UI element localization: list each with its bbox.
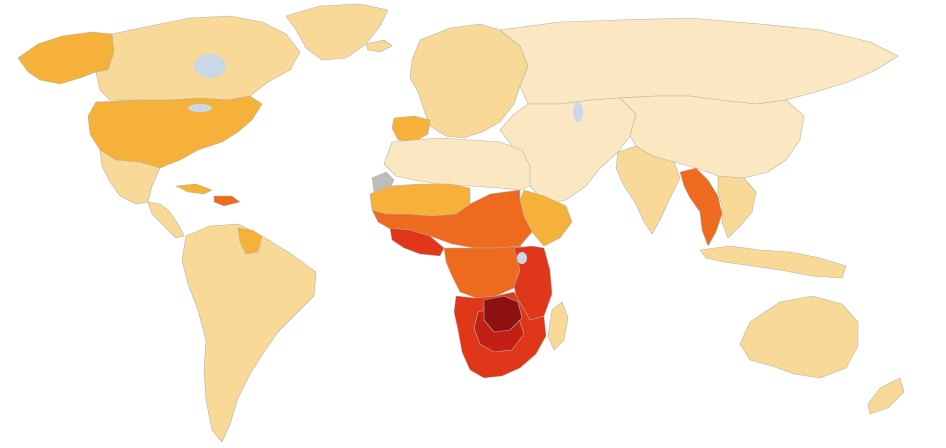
region-india: [615, 145, 681, 235]
hudson-bay: [194, 54, 226, 78]
region-europe: [409, 23, 529, 139]
region-madagascar: [547, 301, 569, 351]
region-iberia: [391, 115, 431, 143]
region-australia: [739, 295, 859, 379]
region-central-east-africa: [443, 245, 533, 299]
region-central-asia-middle-east: [499, 97, 637, 205]
region-caribbean-haiti-dr: [213, 195, 241, 207]
region-indonesia-png: [699, 245, 847, 279]
region-north-africa: [383, 137, 531, 191]
region-guyana-suriname: [237, 227, 263, 255]
region-greenland: [285, 3, 389, 61]
region-new-zealand: [867, 377, 905, 415]
lake-victoria: [517, 252, 527, 264]
region-canada: [95, 15, 301, 101]
region-russia: [499, 17, 899, 105]
region-usa: [87, 95, 263, 169]
caspian-sea: [573, 102, 583, 122]
region-west-africa-south: [389, 227, 445, 257]
region-south-america: [181, 223, 317, 443]
region-iceland: [365, 39, 393, 53]
region-cuba: [175, 183, 213, 195]
region-central-america: [147, 201, 185, 239]
region-west-sahel: [369, 183, 471, 217]
region-myanmar-thailand: [679, 167, 723, 247]
great-lakes: [188, 104, 212, 112]
region-southeast-asia: [717, 175, 757, 239]
region-zimbabwe-zambia: [483, 295, 523, 333]
